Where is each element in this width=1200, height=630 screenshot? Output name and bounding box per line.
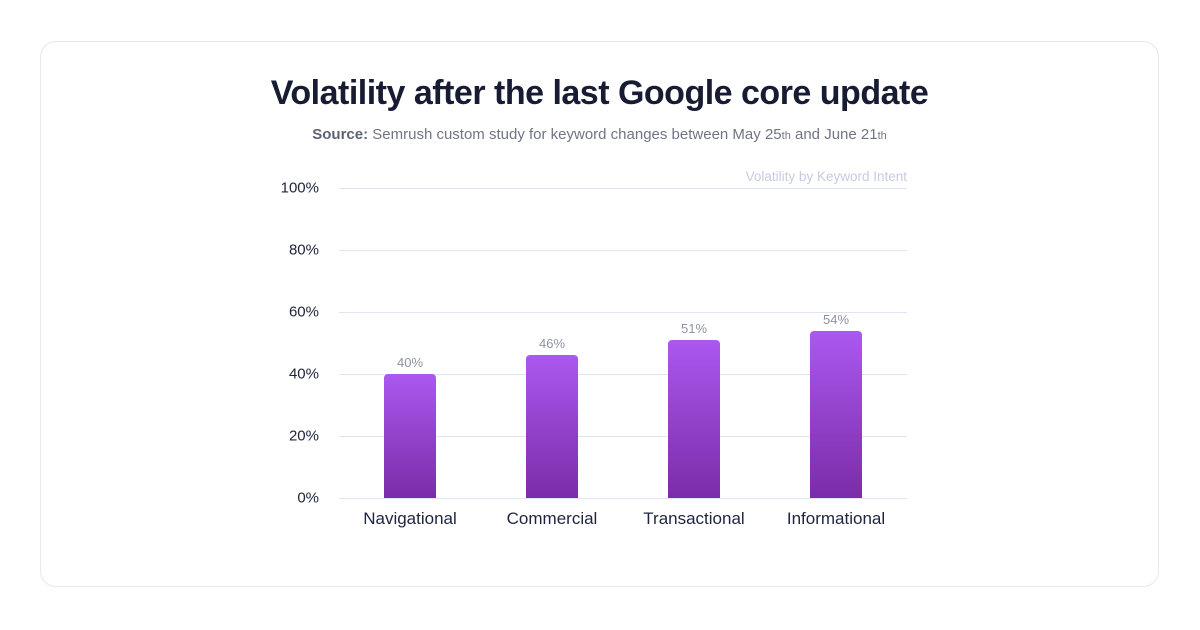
source-label: Source: bbox=[312, 126, 369, 143]
bar-chart: Volatility by Keyword Intent 0% 20% 40% 60%… bbox=[281, 169, 907, 529]
x-axis: Navigational Commercial Transactional Infor… bbox=[339, 509, 907, 529]
bar-column: 51% bbox=[623, 321, 765, 498]
source-text-1: Semrush custom study for keyword changes… bbox=[368, 126, 782, 143]
bar-value-label: 40% bbox=[396, 355, 424, 370]
y-tick-label: 0% bbox=[297, 489, 319, 507]
bar bbox=[810, 330, 862, 498]
plot-area: Volatility by Keyword Intent 0% 20% 40% 60%… bbox=[281, 169, 907, 507]
date-ordinal-1: th bbox=[781, 130, 791, 142]
x-axis-label: Informational bbox=[786, 509, 886, 528]
chart-card: Volatility after the last Google core up… bbox=[40, 41, 1159, 587]
bar-column: 46% bbox=[481, 336, 623, 498]
date-ordinal-2: th bbox=[877, 130, 887, 142]
bar-column: 54% bbox=[765, 312, 907, 498]
bar bbox=[668, 339, 720, 498]
gridline bbox=[339, 312, 907, 313]
chart-title: Volatility by Keyword Intent bbox=[745, 169, 907, 184]
y-tick-label: 80% bbox=[288, 241, 319, 259]
x-axis-label: Commercial bbox=[506, 509, 598, 528]
source-text-2: and June 21 bbox=[790, 126, 878, 143]
bar bbox=[384, 374, 436, 498]
x-axis-label: Navigational bbox=[363, 509, 457, 528]
page-title: Volatility after the last Google core up… bbox=[270, 74, 929, 112]
gridline bbox=[339, 188, 907, 189]
bar-value-label: 54% bbox=[822, 311, 850, 327]
bar bbox=[526, 355, 578, 498]
gridline bbox=[339, 374, 907, 375]
bar-value-label: 46% bbox=[538, 336, 566, 352]
bar-column: 40% bbox=[339, 355, 481, 498]
gridline bbox=[339, 436, 907, 437]
bar-value-label: 51% bbox=[680, 320, 708, 336]
source-line: Source: Semrush custom study for keyword… bbox=[41, 126, 1158, 143]
y-tick-label: 100% bbox=[280, 179, 319, 197]
y-tick-label: 20% bbox=[288, 427, 319, 445]
gridline bbox=[339, 250, 907, 251]
bars-container: 40% 46% 51% 54% bbox=[339, 188, 907, 498]
gridline bbox=[339, 498, 907, 499]
y-tick-label: 60% bbox=[288, 303, 319, 321]
y-tick-label: 40% bbox=[288, 365, 319, 383]
x-axis-label: Transactional bbox=[643, 509, 745, 528]
